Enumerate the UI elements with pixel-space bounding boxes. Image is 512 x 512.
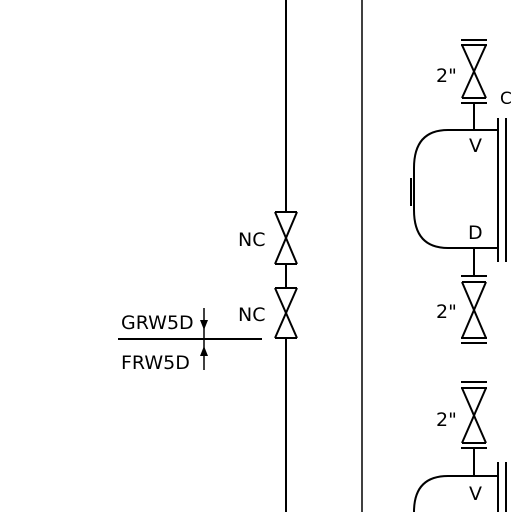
size-label-bottom: 2" (436, 409, 457, 431)
valve-bottom-right (461, 381, 487, 476)
gate-valve-nc-upper (274, 211, 298, 265)
frw5d-label: FRW5D (121, 352, 190, 374)
c-label: C (500, 89, 512, 109)
v-label-bottom: V (469, 483, 482, 505)
flow-arrows (200, 308, 208, 370)
gate-valve-nc-lower (274, 287, 298, 339)
level-chamber-top (410, 118, 507, 276)
size-label-top: 2" (436, 65, 457, 87)
nc-label-upper: NC (238, 229, 265, 251)
size-label-mid: 2" (436, 301, 457, 323)
d-label: D (468, 222, 483, 244)
v-label-top: V (469, 135, 482, 157)
grw5d-label: GRW5D (121, 312, 194, 334)
nc-label-lower: NC (238, 304, 265, 326)
valve-mid-right (461, 275, 487, 344)
valve-top-right (461, 39, 487, 130)
level-chamber-bottom (413, 462, 507, 512)
